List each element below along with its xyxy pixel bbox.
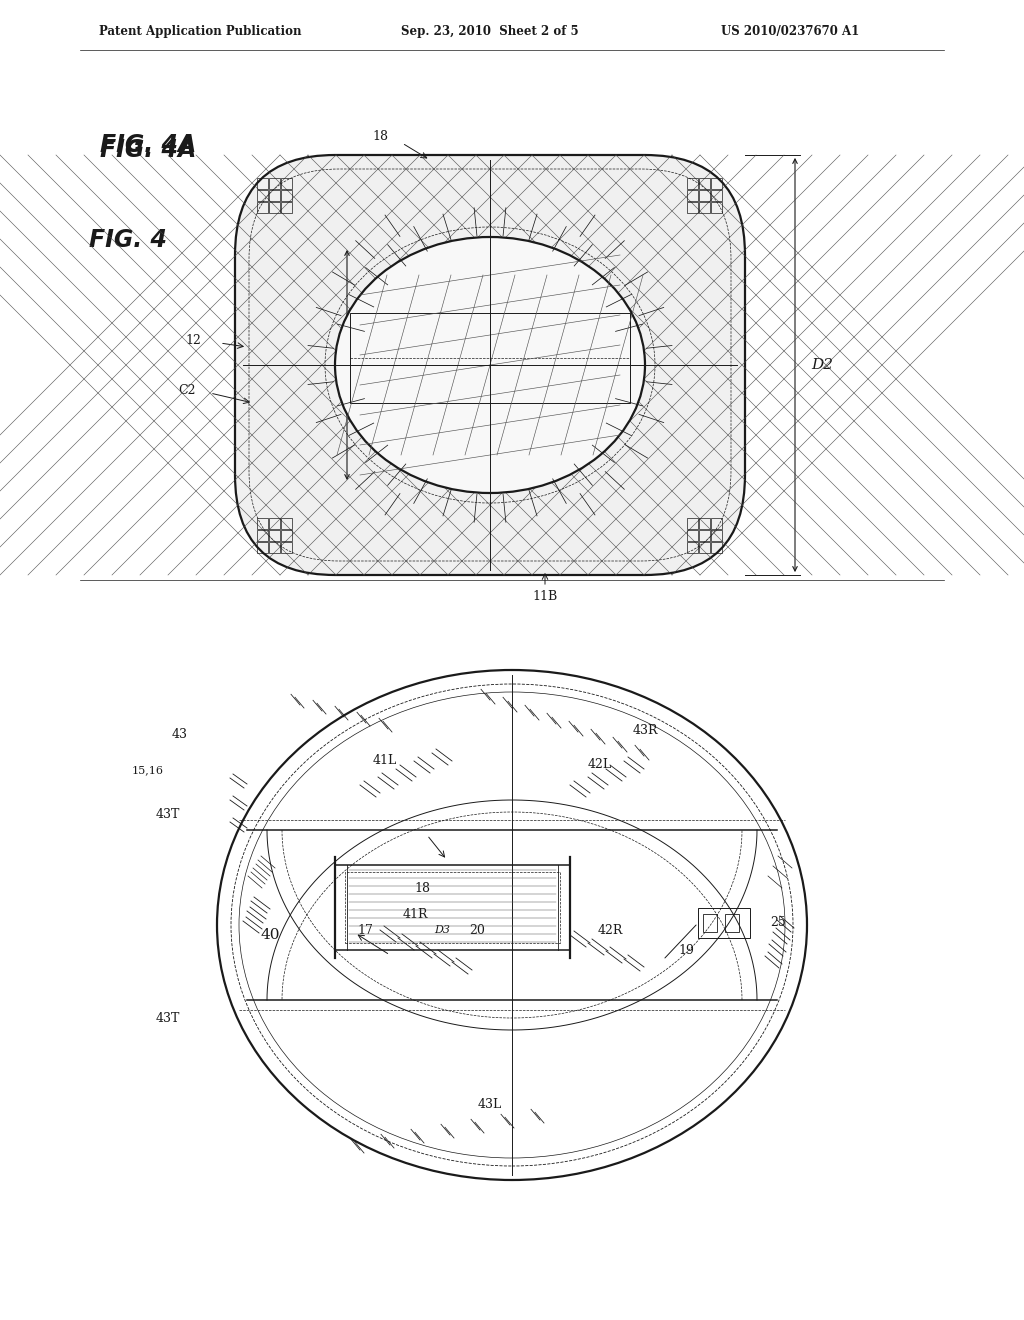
- Text: FIG. 4A: FIG. 4A: [100, 133, 197, 157]
- Text: 43T: 43T: [156, 1011, 180, 1024]
- Bar: [335, 865, 570, 950]
- Bar: [345, 873, 560, 942]
- Bar: [699, 543, 710, 553]
- Bar: [269, 517, 280, 529]
- Bar: [269, 202, 280, 213]
- Bar: [269, 531, 280, 541]
- Bar: [269, 178, 280, 189]
- Text: 43: 43: [172, 729, 188, 742]
- Text: 40: 40: [260, 928, 280, 942]
- Bar: [687, 178, 698, 189]
- Bar: [687, 190, 698, 201]
- Text: 41L: 41L: [373, 754, 397, 767]
- Bar: [699, 178, 710, 189]
- Text: 15,16: 15,16: [132, 766, 164, 775]
- Text: 17: 17: [414, 293, 430, 306]
- Text: 41R: 41R: [402, 908, 428, 921]
- Bar: [257, 202, 268, 213]
- Bar: [281, 178, 292, 189]
- Bar: [281, 517, 292, 529]
- Bar: [711, 190, 722, 201]
- Text: FIG. 4: FIG. 4: [89, 228, 167, 252]
- Text: 17: 17: [357, 924, 373, 936]
- Bar: [711, 543, 722, 553]
- Text: 12: 12: [185, 334, 201, 346]
- Bar: [269, 543, 280, 553]
- Bar: [257, 178, 268, 189]
- Text: D3: D3: [434, 925, 450, 935]
- Bar: [281, 190, 292, 201]
- Text: 20: 20: [469, 924, 485, 936]
- Bar: [711, 517, 722, 529]
- Text: 42R: 42R: [597, 924, 623, 936]
- Text: 20: 20: [547, 351, 563, 363]
- Bar: [350, 313, 630, 403]
- Bar: [687, 202, 698, 213]
- Bar: [281, 543, 292, 553]
- Bar: [725, 913, 739, 932]
- Bar: [687, 531, 698, 541]
- Ellipse shape: [335, 238, 645, 492]
- Bar: [257, 190, 268, 201]
- Bar: [711, 531, 722, 541]
- Text: 43R: 43R: [632, 723, 657, 737]
- Bar: [699, 517, 710, 529]
- Text: 19: 19: [678, 944, 694, 957]
- Text: D1: D1: [490, 376, 509, 389]
- Text: Patent Application Publication: Patent Application Publication: [98, 25, 301, 38]
- Text: 11B: 11B: [532, 590, 558, 603]
- Text: 43L: 43L: [478, 1098, 502, 1111]
- Bar: [269, 190, 280, 201]
- Bar: [711, 202, 722, 213]
- Text: Sep. 23, 2010  Sheet 2 of 5: Sep. 23, 2010 Sheet 2 of 5: [401, 25, 579, 38]
- Bar: [257, 543, 268, 553]
- Bar: [699, 531, 710, 541]
- Bar: [711, 178, 722, 189]
- Text: 18: 18: [414, 882, 430, 895]
- Text: 25: 25: [770, 916, 785, 929]
- Bar: [257, 531, 268, 541]
- Text: 18: 18: [372, 131, 388, 144]
- FancyBboxPatch shape: [234, 154, 745, 576]
- Text: 15: 15: [408, 351, 423, 363]
- Bar: [257, 517, 268, 529]
- Bar: [698, 908, 750, 939]
- Bar: [281, 531, 292, 541]
- Text: US 2010/0237670 A1: US 2010/0237670 A1: [721, 25, 859, 38]
- Bar: [699, 202, 710, 213]
- Text: D2: D2: [811, 358, 833, 372]
- Bar: [687, 543, 698, 553]
- Bar: [703, 913, 717, 932]
- Text: 43T: 43T: [156, 808, 180, 821]
- Text: 42L: 42L: [588, 759, 612, 771]
- Text: FIG. 4A: FIG. 4A: [100, 139, 197, 162]
- Bar: [687, 517, 698, 529]
- Bar: [699, 190, 710, 201]
- Text: C2: C2: [178, 384, 196, 396]
- Bar: [281, 202, 292, 213]
